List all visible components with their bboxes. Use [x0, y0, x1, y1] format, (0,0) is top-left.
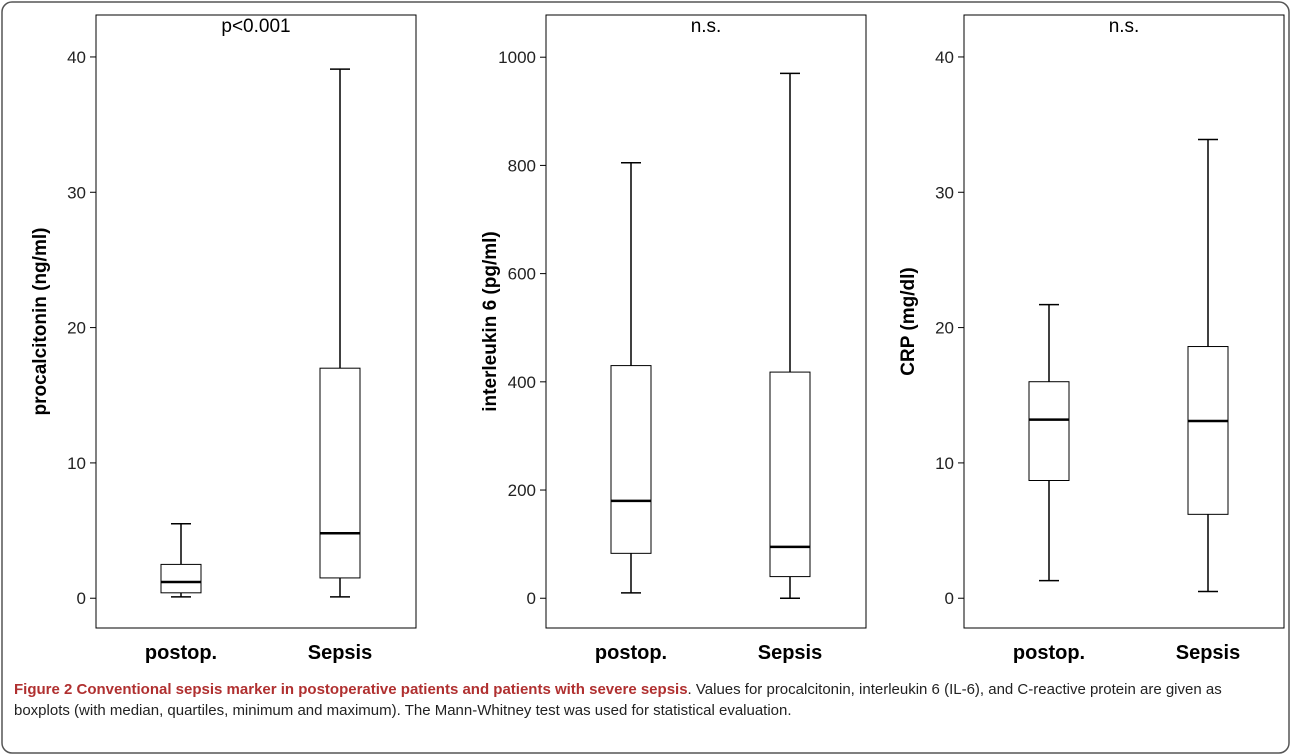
y-tick-label: 20: [67, 319, 86, 338]
box: [1187, 346, 1229, 515]
y-tick-label: 20: [935, 319, 954, 338]
y-tick-label: 40: [67, 48, 86, 67]
caption-title: Figure 2 Conventional sepsis marker in p…: [14, 681, 688, 698]
y-axis-label: CRP (mg/dl): [898, 267, 919, 375]
y-tick-label: 800: [508, 156, 536, 175]
x-tick-label: postop.: [145, 642, 217, 664]
y-tick-label: 600: [508, 265, 536, 284]
y-axis-label: interleukin 6 (pg/ml): [480, 231, 501, 412]
x-tick-label: Sepsis: [1176, 642, 1240, 664]
y-tick-label: 10: [67, 454, 86, 473]
annotation: p<0.001: [221, 16, 290, 37]
caption-text: . Values for procalcitonin, interleukin …: [14, 681, 1222, 719]
plot-frame: [545, 14, 867, 629]
box: [160, 563, 202, 594]
plot-frame: [95, 14, 417, 629]
caption: Figure 2 Conventional sepsis marker in p…: [14, 679, 1276, 721]
y-tick-label: 30: [935, 183, 954, 202]
y-tick-label: 0: [945, 589, 954, 608]
box: [319, 367, 361, 579]
y-tick-label: 0: [527, 589, 536, 608]
annotation: n.s.: [691, 16, 722, 37]
x-tick-label: Sepsis: [308, 642, 372, 664]
plot-frame: [963, 14, 1285, 629]
box: [769, 371, 811, 578]
y-tick-label: 30: [67, 183, 86, 202]
y-tick-label: 400: [508, 373, 536, 392]
y-tick-label: 40: [935, 48, 954, 67]
y-tick-label: 200: [508, 481, 536, 500]
y-tick-label: 10: [935, 454, 954, 473]
x-tick-label: postop.: [595, 642, 667, 664]
annotation: n.s.: [1109, 16, 1140, 37]
y-tick-label: 0: [77, 589, 86, 608]
y-tick-label: 1000: [498, 48, 536, 67]
x-tick-label: postop.: [1013, 642, 1085, 664]
x-tick-label: Sepsis: [758, 642, 822, 664]
y-axis-label: procalcitonin (ng/ml): [30, 228, 51, 416]
box: [1028, 381, 1070, 482]
box: [610, 365, 652, 554]
